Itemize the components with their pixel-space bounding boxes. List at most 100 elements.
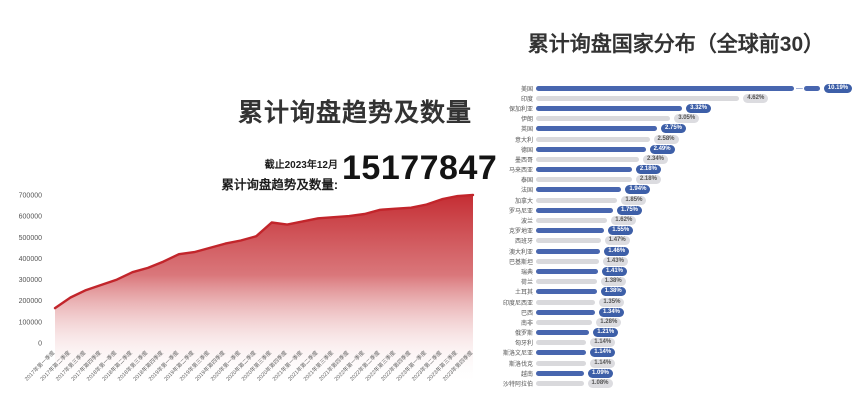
country-value-badge: 1.55% <box>608 226 634 236</box>
country-row: 德国 2.49% <box>500 144 852 154</box>
country-bar <box>536 177 632 183</box>
country-row: 南非 1.28% <box>500 317 852 327</box>
country-value-badge: 1.38% <box>600 287 626 297</box>
country-bar <box>536 319 593 325</box>
country-label: 南非 <box>520 320 533 327</box>
country-label: 西班牙 <box>514 239 533 246</box>
country-bar <box>536 238 601 244</box>
area-fill <box>55 195 473 385</box>
y-tick-label: 400000 <box>19 256 42 263</box>
country-row: 土耳其 1.38% <box>500 287 852 297</box>
country-value-badge: 1.14% <box>590 338 616 348</box>
country-row: 匈牙利 1.14% <box>500 338 852 348</box>
country-value-badge: 1.08% <box>587 379 613 389</box>
country-value-badge: 1.75% <box>617 205 643 215</box>
country-label: 美国 <box>520 86 533 93</box>
country-row: 波兰 1.62% <box>500 215 852 226</box>
country-bar <box>536 85 794 91</box>
country-row: 罗马尼亚 1.75% <box>500 205 852 215</box>
country-row: 克罗地亚 1.55% <box>500 226 852 236</box>
country-row: 英国 2.75% <box>500 124 852 134</box>
country-bar <box>536 279 597 285</box>
country-bar <box>536 228 605 234</box>
country-value-badge: 2.18% <box>635 165 661 175</box>
country-label: 保加利亚 <box>508 106 533 113</box>
country-value-badge: 1.85% <box>621 195 647 205</box>
country-value-badge: 1.46% <box>604 246 630 256</box>
country-label: 澳大利亚 <box>508 249 533 256</box>
trend-chart-title: 累计询盘趋势及数量 <box>237 99 472 127</box>
country-bar-chart: 美国 –– 10.19% 印度 4.62% 保加利亚 3.32% 伊朗 3.05% 英国 2.75%… <box>500 83 852 389</box>
country-value-badge: 1.47% <box>604 236 630 246</box>
country-label: 瑞典 <box>520 269 533 276</box>
country-bar <box>536 116 671 122</box>
country-value-badge: 1.38% <box>600 277 626 287</box>
country-value-badge: 1.28% <box>596 317 622 327</box>
country-row: 法国 1.94% <box>500 185 852 195</box>
country-value-badge: 1.41% <box>602 266 628 276</box>
country-bar <box>536 156 639 162</box>
country-row: 巴基斯坦 1.43% <box>500 256 852 266</box>
country-label: 土耳其 <box>514 290 533 297</box>
country-label: 罗马尼亚 <box>508 208 533 215</box>
country-bar <box>536 146 646 152</box>
y-tick-label: 700000 <box>19 193 42 200</box>
country-label: 越南 <box>520 371 533 378</box>
country-row: 马来西亚 2.18% <box>500 165 852 175</box>
country-label: 斯洛伐克 <box>508 361 533 368</box>
trend-total-captions: 截止2023年12月 累计询盘趋势及数量: <box>140 156 338 193</box>
country-value-badge: 4.62% <box>743 93 769 103</box>
country-label: 巴西 <box>520 310 533 317</box>
country-value-badge: 1.34% <box>599 307 625 317</box>
country-row: 瑞典 1.41% <box>500 266 852 276</box>
country-label: 克罗地亚 <box>508 229 533 236</box>
country-value-badge: 1.35% <box>599 297 625 307</box>
country-value-badge: 2.49% <box>649 144 675 154</box>
country-row: 沙特阿拉伯 1.08% <box>500 378 852 389</box>
area-line <box>53 193 475 310</box>
country-row: 巴西 1.34% <box>500 307 852 317</box>
country-bar <box>536 350 587 356</box>
country-row: 俄罗斯 1.21% <box>500 328 852 338</box>
country-label: 波兰 <box>520 219 533 226</box>
country-row: 澳大利亚 1.46% <box>500 246 852 256</box>
as-of-date-label: 截止2023年12月 <box>264 160 338 171</box>
country-value-badge: 10.19% <box>823 83 852 93</box>
country-bar <box>803 85 820 91</box>
y-tick-label: 200000 <box>19 298 42 305</box>
country-value-badge: 3.32% <box>686 103 712 113</box>
country-bar <box>536 258 599 264</box>
country-value-badge: 1.94% <box>625 185 651 195</box>
country-row: 荷兰 1.38% <box>500 277 852 287</box>
country-label: 加拿大 <box>514 198 533 205</box>
country-bar <box>536 105 683 111</box>
country-label: 墨西哥 <box>514 157 533 164</box>
country-row: 墨西哥 2.34% <box>500 154 852 164</box>
country-row: 泰国 2.18% <box>500 175 852 185</box>
country-label: 荷兰 <box>520 280 533 287</box>
country-bar <box>536 309 595 315</box>
total-inquiries-label: 累计询盘趋势及数量: <box>221 178 338 192</box>
y-tick-label: 0 <box>38 341 42 348</box>
country-bar <box>536 187 622 193</box>
country-label: 泰国 <box>520 178 533 185</box>
y-tick-label: 100000 <box>19 319 42 326</box>
country-label: 俄罗斯 <box>514 331 533 338</box>
country-value-badge: 1.43% <box>602 256 628 266</box>
country-bar <box>536 299 596 305</box>
country-label: 意大利 <box>514 137 533 144</box>
y-tick-label: 500000 <box>19 235 42 242</box>
total-inquiries-value: 15177847 <box>342 149 498 187</box>
country-row: 加拿大 1.85% <box>500 195 852 205</box>
y-tick-label: 600000 <box>19 214 42 221</box>
country-row: 斯洛伐克 1.14% <box>500 358 852 368</box>
country-row: 保加利亚 3.32% <box>500 103 852 113</box>
country-bar <box>536 95 740 101</box>
country-value-badge: 2.18% <box>635 175 661 185</box>
country-label: 沙特阿拉伯 <box>502 382 533 389</box>
country-label: 巴基斯坦 <box>508 259 533 266</box>
country-label: 马来西亚 <box>508 168 533 175</box>
country-value-badge: 1.21% <box>593 328 619 338</box>
country-value-badge: 3.05% <box>674 114 700 124</box>
